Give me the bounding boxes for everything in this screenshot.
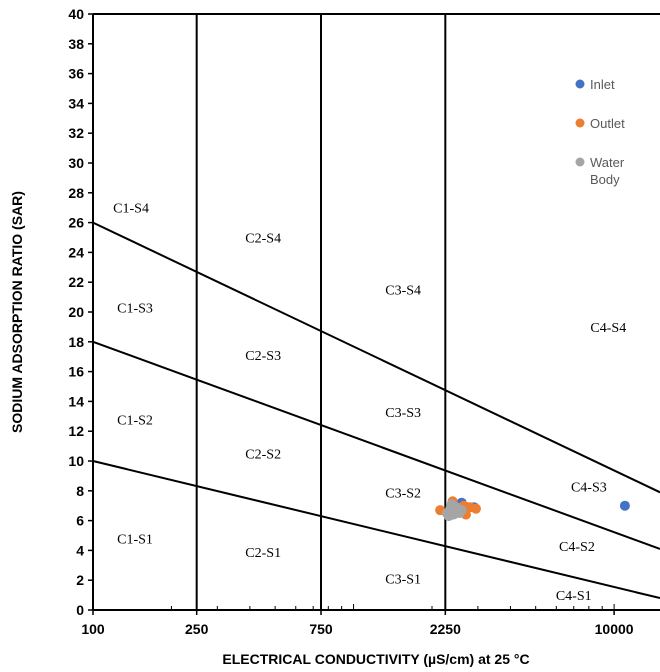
y-axis-title: SODIUM ADSORPTION RATIO (SAR) <box>9 191 25 433</box>
y-tick-label: 22 <box>68 274 84 290</box>
y-tick-label: 26 <box>68 215 84 231</box>
y-tick-label: 34 <box>68 95 84 111</box>
region-label: C4-S4 <box>590 321 626 336</box>
y-tick-label: 8 <box>76 483 84 499</box>
data-point-water-body <box>456 505 467 516</box>
region-label: C4-S1 <box>556 589 592 604</box>
legend-marker <box>575 118 585 128</box>
y-tick-label: 28 <box>68 185 84 201</box>
y-tick-label: 24 <box>68 244 84 260</box>
x-axis-title: ELECTRICAL CONDUCTIVITY (µS/cm) at 25 °C <box>222 651 529 667</box>
sodium-hazard-line <box>92 221 660 494</box>
x-tick-label: 2250 <box>430 621 461 637</box>
y-tick-label: 36 <box>68 66 84 82</box>
y-tick-label: 2 <box>76 572 84 588</box>
legend-label: Outlet <box>590 116 625 131</box>
y-tick-label: 18 <box>68 334 84 350</box>
region-label: C3-S3 <box>385 406 421 421</box>
region-label: C3-S1 <box>385 573 421 588</box>
y-tick-label: 12 <box>68 423 84 439</box>
region-label: C2-S3 <box>245 349 281 364</box>
x-tick-label: 10000 <box>595 621 634 637</box>
region-label: C2-S1 <box>245 546 281 561</box>
y-tick-label: 30 <box>68 155 84 171</box>
x-tick-label: 750 <box>309 621 333 637</box>
region-label: C1-S1 <box>117 532 153 547</box>
data-point-water-body <box>443 511 454 522</box>
boundary-lines <box>92 14 660 610</box>
region-label: C4-S2 <box>559 540 595 555</box>
sodium-hazard-line <box>92 340 660 550</box>
region-label: C1-S4 <box>113 202 149 217</box>
x-tick-label: 100 <box>81 621 105 637</box>
region-label: C4-S3 <box>571 480 607 495</box>
region-label: C3-S4 <box>385 284 421 299</box>
region-label: C2-S4 <box>245 232 281 247</box>
legend-marker <box>575 79 585 89</box>
y-tick-label: 32 <box>68 125 84 141</box>
data-point-inlet <box>619 500 630 511</box>
data-point-outlet <box>470 503 481 514</box>
legend: Inlet Outlet Water Body <box>575 77 625 187</box>
x-tick-label: 250 <box>185 621 209 637</box>
region-label: C1-S3 <box>117 302 153 317</box>
y-tick-label: 38 <box>68 36 84 52</box>
region-label: C2-S2 <box>245 448 281 463</box>
y-tick-label: 6 <box>76 513 84 529</box>
sodium-hazard-line <box>92 460 660 600</box>
y-tick-label: 40 <box>68 6 84 22</box>
y-tick-label: 0 <box>76 602 84 618</box>
y-tick-label: 10 <box>68 453 84 469</box>
y-tick-label: 16 <box>68 364 84 380</box>
region-label: C3-S2 <box>385 486 421 501</box>
data-points <box>435 496 630 522</box>
region-label: C1-S2 <box>117 413 153 428</box>
data-point-water-body <box>446 499 457 510</box>
axes: 0246810121416182022242628303234363840100… <box>68 6 660 637</box>
y-tick-label: 14 <box>68 393 84 409</box>
region-labels: C1-S4 C1-S3 C1-S2 C1-S1 C2-S4 C2-S3 C2-S2 C2-S1… <box>113 202 626 604</box>
legend-marker <box>575 157 585 167</box>
y-tick-label: 20 <box>68 304 84 320</box>
y-tick-label: 4 <box>76 542 84 558</box>
legend-label: Water Body <box>590 155 625 187</box>
legend-label: Inlet <box>590 77 615 92</box>
